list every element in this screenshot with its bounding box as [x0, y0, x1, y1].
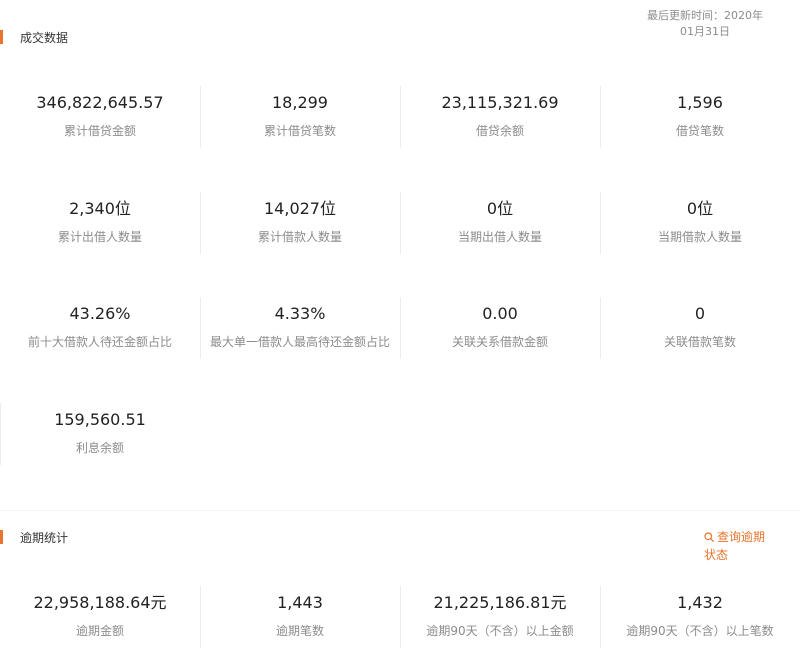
stat-value: 0.00	[482, 304, 518, 323]
stat-value: 4.33%	[274, 304, 326, 323]
stat-cell: 1,432 逾期90天（不含）以上笔数	[600, 586, 800, 648]
stat-value: 159,560.51	[54, 410, 146, 429]
stat-value: 14,027位	[264, 199, 336, 218]
stat-value: 346,822,645.57	[36, 93, 164, 112]
stat-cell: 1,443 逾期笔数	[200, 586, 400, 648]
stat-cell: 43.26% 前十大借款人待还金额占比	[0, 297, 200, 359]
stat-cell: 14,027位 累计借款人数量	[200, 192, 400, 254]
stat-label: 关联关系借款金额	[451, 335, 548, 349]
query-overdue-status-link[interactable]: 查询逾期 状态	[704, 528, 784, 564]
stat-cell: 0.00 关联关系借款金额	[400, 297, 600, 359]
stat-label: 累计借贷笔数	[263, 124, 336, 138]
stat-value: 43.26%	[69, 304, 131, 323]
search-icon	[704, 532, 714, 542]
stat-label: 当期借款人数量	[657, 230, 742, 244]
stat-label: 逾期金额	[75, 624, 124, 638]
stats-row: 159,560.51 利息余额	[0, 403, 800, 465]
stat-label: 逾期90天（不含）以上金额	[426, 624, 574, 638]
transactions-section-header: 成交数据	[0, 22, 800, 52]
section-divider	[0, 510, 800, 511]
stat-value: 18,299	[272, 93, 328, 112]
stat-label: 利息余额	[75, 441, 124, 455]
stats-row: 2,340位 累计出借人数量 14,027位 累计借款人数量 0位 当期出借人数…	[0, 192, 800, 254]
stat-cell: 1,596 借贷笔数	[600, 86, 800, 148]
update-time-label: 最后更新时间：2020年	[647, 9, 763, 22]
stat-label: 最大单一借款人最高待还金额占比	[209, 335, 390, 349]
query-link-label[interactable]: 查询逾期	[717, 530, 766, 544]
stat-value: 0位	[686, 199, 714, 218]
stat-cell: 159,560.51 利息余额	[0, 403, 200, 465]
stat-cell: 21,225,186.81元 逾期90天（不含）以上金额	[400, 586, 600, 648]
stats-row: 43.26% 前十大借款人待还金额占比 4.33% 最大单一借款人最高待还金额占…	[0, 297, 800, 359]
stat-cell: 0 关联借款笔数	[600, 297, 800, 359]
stat-label: 逾期90天（不含）以上笔数	[626, 624, 774, 638]
stat-value: 2,340位	[69, 199, 131, 218]
stat-cell: 0位 当期借款人数量	[600, 192, 800, 254]
stat-label: 累计借款人数量	[257, 230, 342, 244]
stat-cell: 23,115,321.69 借贷余额	[400, 86, 600, 148]
stat-label: 关联借款笔数	[663, 335, 736, 349]
overdue-stats-row: 22,958,188.64元 逾期金额 1,443 逾期笔数 21,225,18…	[0, 586, 800, 648]
update-time-date: 01月31日	[680, 25, 730, 38]
query-link-label-continued[interactable]: 状态	[704, 548, 729, 562]
stat-value: 0	[694, 304, 706, 323]
stats-row: 346,822,645.57 累计借贷金额 18,299 累计借贷笔数 23,1…	[0, 86, 800, 148]
stat-cell: 4.33% 最大单一借款人最高待还金额占比	[200, 297, 400, 359]
section-accent-bar	[0, 30, 3, 44]
stat-value: 23,115,321.69	[441, 93, 559, 112]
stat-value: 1,432	[677, 593, 723, 612]
stat-value: 0位	[486, 199, 514, 218]
stat-value: 1,443	[277, 593, 323, 612]
stat-label: 当期出借人数量	[457, 230, 542, 244]
stat-label: 累计借贷金额	[63, 124, 136, 138]
stat-label: 前十大借款人待还金额占比	[27, 335, 172, 349]
stat-cell: 346,822,645.57 累计借贷金额	[0, 86, 200, 148]
stat-cell: 0位 当期出借人数量	[400, 192, 600, 254]
section-title: 逾期统计	[20, 531, 69, 545]
stat-value: 21,225,186.81元	[433, 593, 567, 612]
stat-value: 1,596	[677, 93, 723, 112]
stat-label: 逾期笔数	[275, 624, 324, 638]
stat-label: 借贷笔数	[675, 124, 724, 138]
overdue-section-header: 逾期统计	[0, 522, 800, 552]
stat-label: 累计出借人数量	[57, 230, 142, 244]
stat-cell: 2,340位 累计出借人数量	[0, 192, 200, 254]
section-accent-bar	[0, 530, 3, 544]
stat-cell: 22,958,188.64元 逾期金额	[0, 586, 200, 648]
stat-label: 借贷余额	[475, 124, 524, 138]
stat-value: 22,958,188.64元	[33, 593, 167, 612]
last-update-time: 最后更新时间：2020年 01月31日	[640, 8, 770, 40]
stat-cell: 18,299 累计借贷笔数	[200, 86, 400, 148]
section-title: 成交数据	[20, 31, 69, 45]
